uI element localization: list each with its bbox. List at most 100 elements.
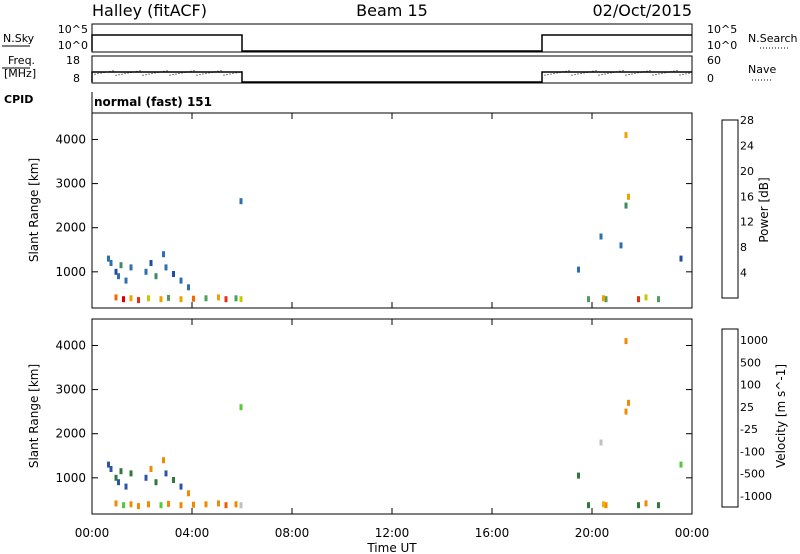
data-cell — [204, 295, 208, 302]
data-cell — [234, 295, 238, 302]
data-cell — [624, 132, 628, 139]
nave-dot — [184, 71, 186, 73]
velocity-colorbar-frame — [721, 328, 739, 508]
freq-tick-lo: 8 — [73, 72, 80, 85]
data-cell — [124, 483, 128, 490]
power-colorbar-label: Power [dB] — [757, 177, 771, 242]
data-cell — [114, 474, 118, 481]
nave-dot — [610, 72, 612, 74]
xtick-label: 08:00 — [275, 526, 310, 540]
nave-dot — [97, 73, 99, 75]
nave-dot — [622, 70, 624, 72]
data-cell — [179, 483, 183, 490]
nave-dot — [163, 70, 165, 72]
data-cell — [657, 502, 660, 509]
data-cell — [624, 408, 628, 415]
nave-dot — [124, 73, 126, 75]
data-cell — [162, 251, 165, 258]
ytick-label: 4000 — [55, 338, 86, 352]
nave-dot — [667, 71, 669, 73]
nave-dot — [142, 74, 144, 76]
nave-dot — [619, 70, 621, 72]
nave-dot — [157, 71, 159, 73]
nave-dot — [595, 70, 597, 72]
nave-dot — [544, 74, 546, 76]
nave-dot — [187, 71, 189, 73]
nave-dot — [190, 70, 192, 72]
nsky-series-line — [91, 34, 692, 52]
data-cell — [137, 503, 140, 510]
data-cell — [599, 233, 603, 240]
velocity-colorbar-tick: 100 — [740, 379, 761, 392]
velocity-colorbar-tick: -500 — [740, 468, 765, 481]
nave-dot — [562, 71, 564, 73]
power-colorbar-tick: 20 — [740, 165, 754, 178]
nave-dot — [649, 70, 651, 72]
power-colorbar-tick: 8 — [740, 241, 747, 254]
nave-dot — [559, 71, 561, 73]
nave-dot — [688, 72, 690, 74]
data-cell — [149, 466, 153, 472]
data-cell — [107, 461, 110, 468]
nave-dot — [169, 74, 171, 76]
power-colorbar-tick: 24 — [740, 139, 754, 152]
nave-dot — [100, 72, 102, 74]
station-title: Halley (fitACF) — [92, 1, 207, 20]
data-cell — [239, 404, 243, 411]
nave-dot — [121, 73, 123, 75]
power-colorbar-tick: 16 — [740, 190, 754, 203]
nave-dot — [133, 71, 135, 73]
nave-dot — [652, 74, 654, 76]
nave-dot — [238, 71, 240, 73]
xtick-label: 16:00 — [475, 526, 510, 540]
data-cell — [657, 296, 660, 303]
data-cell — [122, 296, 125, 303]
nave-dot — [145, 74, 147, 76]
data-cell — [114, 268, 118, 275]
nave-dot — [586, 71, 588, 73]
velocity-colorbar-tick: 500 — [740, 356, 761, 369]
freq-tick-hi: 18 — [66, 54, 80, 67]
data-cell — [154, 273, 158, 280]
xtick-label: 12:00 — [375, 526, 410, 540]
nave-dot — [574, 74, 576, 76]
nsky-tick-lo: 10^0 — [58, 39, 88, 52]
beam-title: Beam 15 — [356, 1, 428, 20]
velocity-colorbar-tick: 25 — [740, 401, 754, 414]
data-cell — [637, 296, 640, 303]
ytick-label: 1000 — [55, 265, 86, 279]
data-cell — [627, 193, 630, 200]
data-cell — [144, 268, 148, 275]
ytick-label: 3000 — [55, 177, 86, 191]
nsearch-label: N.Search — [748, 32, 798, 45]
nave-dot — [682, 73, 684, 75]
nave-dot — [175, 73, 177, 75]
data-cell — [604, 502, 608, 509]
data-cell — [179, 502, 183, 509]
power-panel-ticks: 1000 2000 3000 4000 — [55, 113, 693, 308]
data-cell — [587, 296, 590, 303]
data-cell — [577, 266, 580, 273]
data-cell — [624, 338, 628, 345]
nsearch-tick-hi: 10^5 — [707, 23, 737, 36]
nave-dot — [643, 71, 645, 73]
velocity-colorbar-tick: 1000 — [740, 334, 768, 347]
data-cell — [172, 271, 175, 277]
data-cell — [224, 502, 228, 509]
xtick-label: 00:00 — [75, 526, 110, 540]
ytick-label: 4000 — [55, 132, 86, 146]
data-cell — [129, 264, 133, 271]
nave-dot — [547, 74, 549, 76]
data-cell — [577, 472, 580, 479]
power-points — [107, 132, 683, 304]
nave-dot — [94, 73, 96, 75]
nave-dot — [679, 74, 681, 76]
nsky-panel-frame — [91, 23, 693, 53]
nave-dot — [118, 74, 120, 76]
data-cell — [159, 502, 163, 509]
data-cell — [619, 242, 623, 249]
nave-dot — [646, 70, 648, 72]
nave-dot — [580, 73, 582, 74]
nave-dot — [148, 73, 150, 75]
